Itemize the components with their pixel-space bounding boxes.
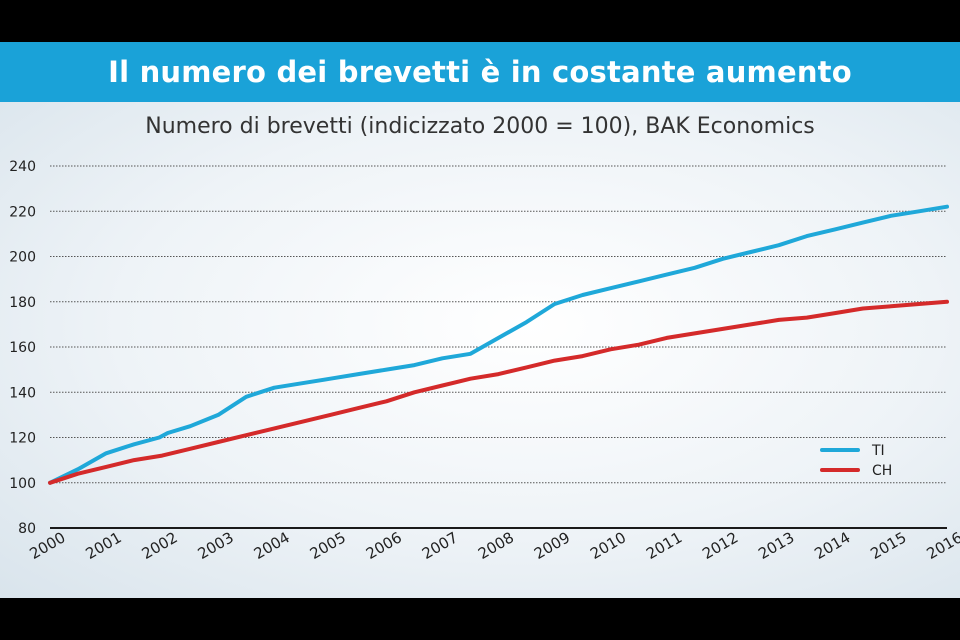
x-tick-label: 2004 — [251, 528, 293, 563]
x-tick-label: 2001 — [83, 528, 125, 563]
x-tick-label: 2003 — [195, 528, 237, 563]
chart-panel: Numero di brevetti (indicizzato 2000 = 1… — [0, 102, 960, 598]
y-tick-label: 200 — [9, 250, 36, 266]
x-tick-label: 2005 — [307, 528, 349, 563]
x-tick-label: 2006 — [363, 528, 405, 563]
x-tick-label: 2002 — [139, 528, 181, 563]
x-tick-label: 2011 — [643, 528, 685, 563]
y-tick-label: 180 — [9, 295, 36, 311]
legend-label-ch: CH — [872, 463, 892, 479]
x-tick-label: 2007 — [419, 528, 461, 563]
x-tick-label: 2010 — [587, 528, 629, 563]
x-tick-label: 2012 — [699, 528, 741, 563]
x-tick-label: 2009 — [531, 528, 573, 563]
y-tick-label: 220 — [9, 204, 36, 220]
y-tick-label: 80 — [18, 521, 36, 537]
x-tick-label: 2008 — [475, 528, 517, 563]
x-tick-label: 2013 — [755, 528, 797, 563]
legend-label-ti: TI — [871, 443, 885, 459]
x-tick-label: 2015 — [867, 528, 909, 563]
y-tick-label: 100 — [9, 476, 36, 492]
y-tick-label: 120 — [9, 431, 36, 447]
y-tick-label: 160 — [9, 340, 36, 356]
chart-banner: Il numero dei brevetti è in costante aum… — [0, 42, 960, 102]
x-tick-label: 2014 — [811, 528, 853, 563]
series-line-ti — [48, 204, 949, 485]
x-tick-label: 2016 — [923, 528, 960, 563]
y-tick-label: 140 — [9, 385, 36, 401]
banner-title: Il numero dei brevetti è in costante aum… — [108, 55, 852, 89]
y-tick-label: 240 — [9, 159, 36, 175]
chart-title: Numero di brevetti (indicizzato 2000 = 1… — [145, 114, 815, 139]
series-line-ch — [48, 299, 949, 485]
